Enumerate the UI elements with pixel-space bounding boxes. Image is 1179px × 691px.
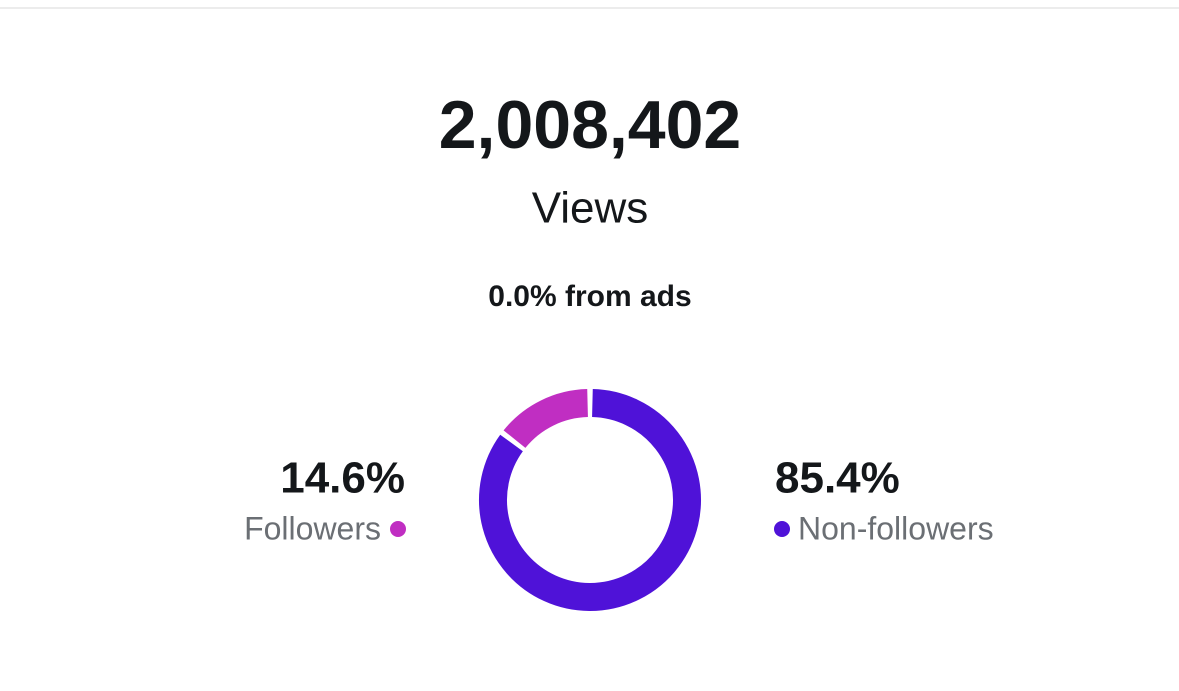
- donut-segment: [479, 389, 701, 611]
- legend-dot: [774, 521, 790, 537]
- views-label: Views: [532, 184, 649, 233]
- legend-label: Followers: [244, 510, 381, 546]
- percent-label: 85.4%: [775, 454, 900, 503]
- percent-label: 14.6%: [280, 454, 405, 503]
- views-count: 2,008,402: [439, 87, 742, 163]
- donut-segment: [503, 389, 589, 449]
- ads-note: 0.0% from ads: [488, 280, 691, 313]
- legend-dot: [390, 521, 406, 537]
- legend-label: Non-followers: [798, 510, 994, 546]
